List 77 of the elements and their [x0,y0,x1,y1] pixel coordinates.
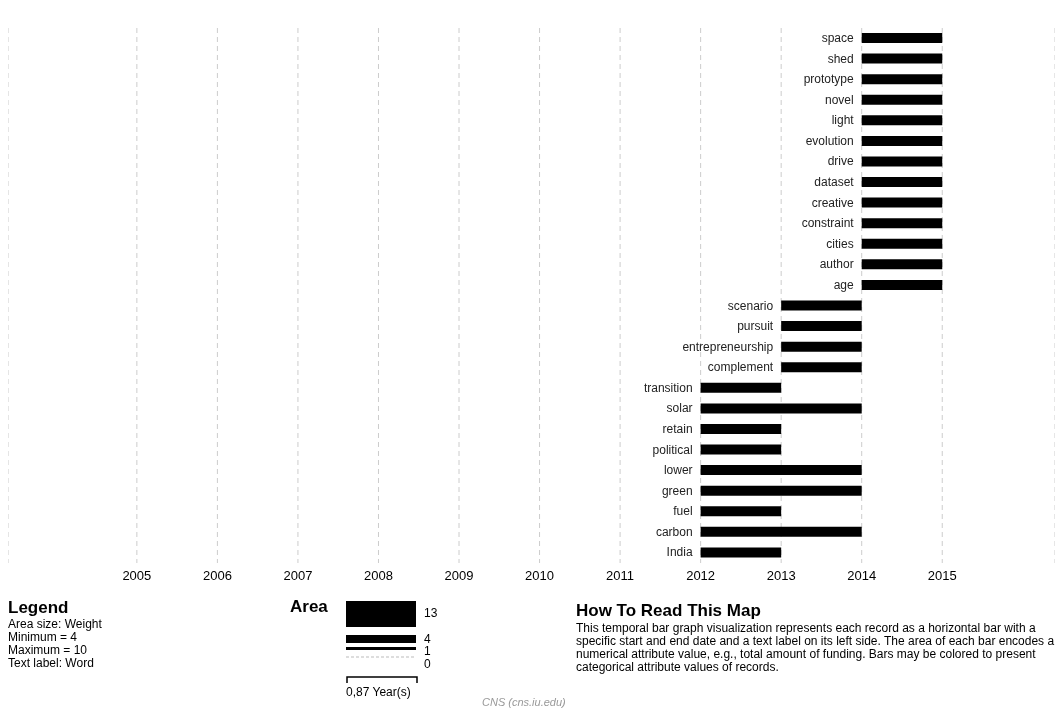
bar [861,74,943,85]
y-tick-label: creative [811,195,855,210]
text: This temporal bar graph visualization represents each record as a horizontal bar with a specific start and end date and a text label on its left side. The area of each bar encodes a numerical attribute value, e.g., total amount of funding. Bars may be colored to present categorical attribute values of records. [576,621,1056,674]
x-tick-label: 2015 [927,568,957,584]
y-tick-label: solar [666,401,693,416]
bar [861,218,943,229]
text: Area size: Weight [8,617,102,631]
text: 1 [424,644,431,658]
y-tick-label: transition [643,380,693,395]
y-tick-label: evolution [805,133,854,148]
bar [861,53,943,64]
y-tick-label: pursuit [737,319,774,334]
bar [700,382,782,393]
bar [700,485,862,496]
y-tick-label: carbon [655,524,693,539]
y-tick-label: light [831,113,855,128]
text: How To Read This Map [576,601,761,621]
text: Text label: Word [8,656,95,670]
y-tick-label: complement [707,360,774,375]
x-tick-label: 2006 [202,568,232,584]
bar [781,321,862,332]
x-tick-label: 2011 [606,568,635,584]
bar [700,465,862,476]
y-tick-label: retain [662,421,693,436]
text: Area [290,597,328,617]
text: Legend [8,598,70,617]
y-tick-label: dataset [814,175,855,190]
y-tick-label: India [666,545,693,560]
y-tick-label: constraint [801,216,855,231]
bar [781,341,862,352]
bar [700,526,862,537]
text: CNS (cns.iu.edu) [482,696,566,708]
y-tick-label: cities [826,236,854,251]
text: 4 [424,632,431,646]
y-tick-label: green [661,483,693,498]
bar [861,259,943,270]
bar [700,403,862,414]
bar [700,506,782,517]
bar [861,156,943,167]
text: 0 [424,657,431,671]
x-tick-label: 2014 [847,568,877,584]
y-tick-label: scenario [727,298,774,313]
y-tick-label: entrepreneurship [682,339,774,354]
y-tick-label: shed [827,51,854,66]
bar [861,33,943,43]
x-tick-label: 2013 [766,568,796,584]
bar [861,115,943,126]
bar [781,300,862,311]
y-tick-label: author [819,257,854,272]
x-tick-label: 2010 [525,568,555,584]
x-tick-label: 2009 [444,568,474,584]
y-tick-label: political [652,442,693,457]
y-tick-label: prototype [803,72,855,87]
bar [700,547,782,558]
bar [861,238,943,249]
x-tick-label: 2005 [122,568,152,584]
y-tick-label: age [833,277,855,292]
y-tick-label: novel [825,92,854,107]
text: 0,87 Year(s) [346,685,411,699]
y-tick-label: space [821,31,855,45]
y-tick-label: fuel [673,504,693,519]
bar [700,423,782,434]
x-tick-label: 2007 [283,568,313,584]
bar [861,94,943,105]
x-tick-label: 2008 [364,568,393,584]
x-tick-label: 2012 [686,568,716,584]
text: Maximum = 10 [8,643,89,657]
y-tick-label: drive [827,154,855,169]
text: 13 [424,606,438,620]
bar [700,444,782,455]
y-tick-label: lower [663,463,693,478]
bar [861,197,943,208]
bar [781,362,862,373]
text: Minimum = 4 [8,630,78,644]
bar [861,177,943,188]
bar [861,135,943,146]
bar [861,279,943,290]
